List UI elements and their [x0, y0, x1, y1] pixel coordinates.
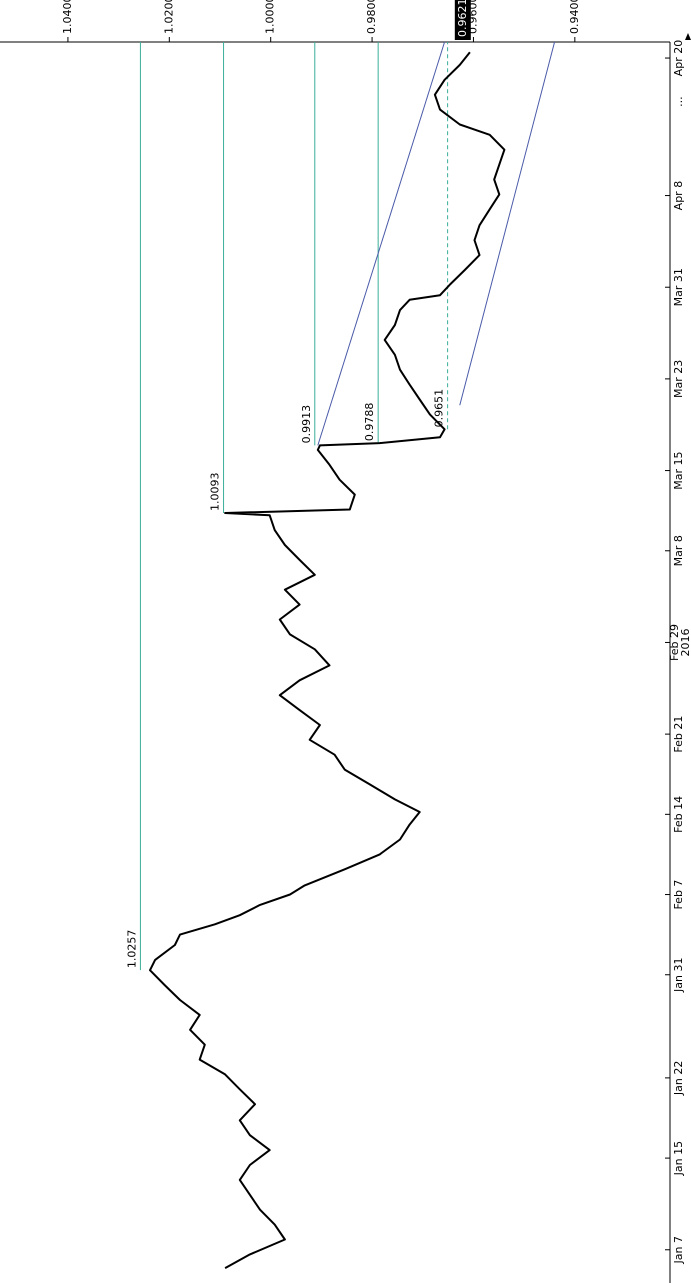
y-tick-label: 1.0200	[162, 0, 175, 34]
x-tick-label: Mar 31	[672, 268, 685, 306]
last-price-label: 0.9621	[456, 0, 469, 37]
x-tick-label: Mar 15	[672, 451, 685, 489]
level-label: 1.0257	[125, 930, 138, 969]
x-tick-label: Jan 7	[672, 1236, 685, 1264]
x-tick-label: Mar 23	[672, 360, 685, 398]
x-tick-label: Jan 15	[672, 1141, 685, 1176]
axis-arrow	[685, 33, 691, 40]
x-tick-year: 2016	[679, 628, 691, 656]
level-label: 1.0093	[209, 472, 222, 511]
level-label: 0.9788	[363, 403, 376, 442]
channel-line	[459, 41, 556, 406]
x-tick-label: Feb 29	[668, 624, 681, 661]
x-tick-label: Apr 8	[672, 181, 685, 211]
x-tick-label: Jan 22	[672, 1061, 685, 1096]
y-tick-label: 0.9800	[365, 0, 378, 34]
x-tick-label: Apr 20	[672, 40, 685, 77]
price-line	[149, 51, 506, 1269]
x-tick-label: Feb 14	[672, 796, 685, 833]
y-tick-label: 1.0000	[264, 0, 277, 34]
y-tick-label: 0.9400	[568, 0, 581, 34]
level-label: 0.9651	[433, 389, 446, 428]
x-tick-label: Mar 8	[672, 535, 685, 566]
level-label: 0.9913	[300, 405, 313, 444]
x-tick-label: Jan 31	[672, 958, 685, 993]
channel-line	[317, 41, 446, 446]
last-price-box	[454, 0, 471, 40]
x-tick-label: Feb 21	[672, 716, 685, 753]
x-tick-label: Feb 7	[672, 880, 685, 910]
y-tick-label: 1.0400	[61, 0, 74, 34]
x-axis-more: ...	[672, 96, 685, 107]
